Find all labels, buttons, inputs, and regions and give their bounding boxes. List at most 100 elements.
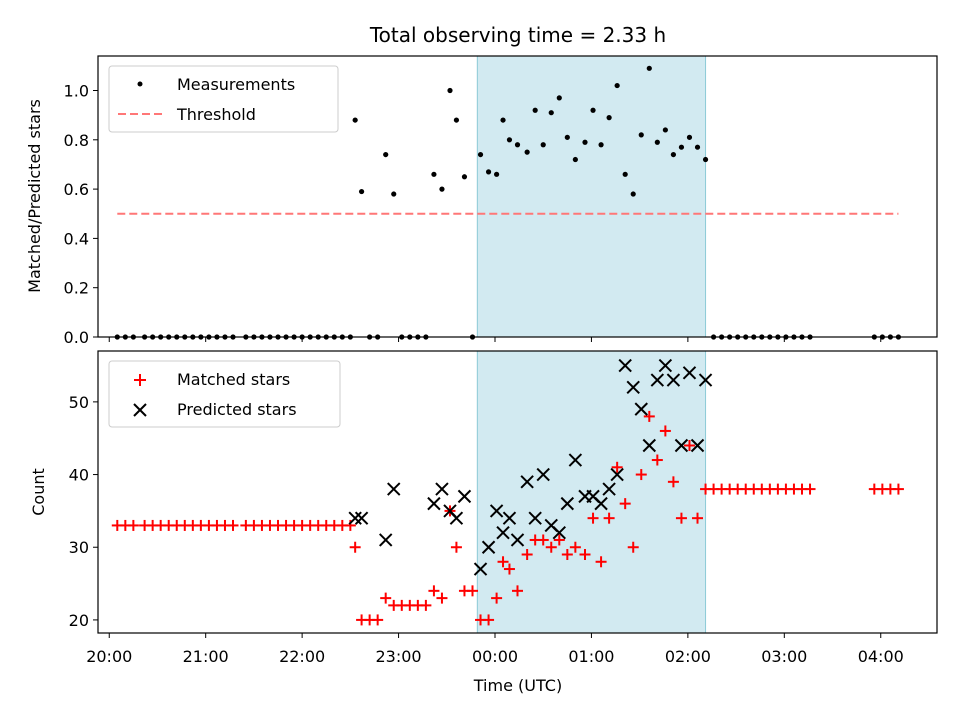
predicted-point bbox=[449, 511, 464, 525]
measurement-point bbox=[358, 188, 365, 195]
measurement-point bbox=[590, 107, 596, 113]
matched-point bbox=[804, 483, 816, 495]
measurement-point bbox=[506, 137, 513, 143]
matched-point bbox=[692, 512, 704, 524]
measurement-point bbox=[572, 156, 578, 163]
predicted-point bbox=[378, 533, 393, 547]
matched-point bbox=[553, 534, 565, 546]
predicted-point bbox=[528, 511, 542, 525]
predicted-point bbox=[552, 525, 566, 540]
matched-point bbox=[892, 483, 904, 495]
top-legend: Measurements Threshold bbox=[108, 65, 339, 133]
top-y-axis-label: Matched/Predicted stars bbox=[25, 99, 44, 293]
measurement-point bbox=[564, 134, 570, 140]
y-tick-label: 0.6 bbox=[64, 180, 89, 199]
measurement-point bbox=[453, 117, 460, 123]
measurement-point bbox=[383, 151, 389, 158]
y-tick-label: 40 bbox=[69, 466, 89, 485]
predicted-point bbox=[618, 358, 632, 373]
legend-marker-predicted bbox=[133, 403, 147, 417]
predicted-point bbox=[642, 438, 657, 453]
bottom-y-axis-label: Count bbox=[29, 468, 48, 516]
matched-point bbox=[450, 541, 462, 553]
measurement-point bbox=[614, 82, 620, 89]
legend-marker-matched bbox=[134, 374, 146, 386]
predicted-point bbox=[626, 380, 640, 395]
x-tick-label: 22:00 bbox=[279, 647, 325, 666]
bottom-axes-frame bbox=[97, 350, 938, 634]
x-tick-label: 04:00 bbox=[858, 647, 904, 666]
matched-point bbox=[595, 556, 607, 568]
matched-point bbox=[675, 512, 687, 524]
matched-point bbox=[667, 476, 679, 488]
matched-point bbox=[521, 549, 533, 561]
predicted-point bbox=[435, 482, 449, 496]
top-legend-box bbox=[108, 65, 339, 133]
measurement-point bbox=[447, 87, 453, 94]
predicted-point bbox=[658, 358, 673, 373]
predicted-point bbox=[502, 511, 517, 525]
top-axes-frame bbox=[97, 55, 938, 338]
y-tick-label: 1.0 bbox=[64, 82, 89, 101]
top-panel: 0.0 0.2 0.4 0.6 0.8 1.0 Matched/Predicted sta… bbox=[25, 55, 938, 347]
matched-point bbox=[619, 498, 631, 510]
x-tick-label: 02:00 bbox=[665, 647, 711, 666]
bottom-legend-box bbox=[108, 360, 341, 428]
matched-point bbox=[537, 534, 549, 546]
top-axes: 0.0 0.2 0.4 0.6 0.8 1.0 bbox=[64, 82, 882, 347]
predicted-point bbox=[520, 475, 534, 489]
matched-point bbox=[635, 469, 647, 481]
predicted-point bbox=[610, 467, 624, 482]
matched-point bbox=[561, 549, 573, 561]
bottom-legend: Matched stars Predicted stars bbox=[108, 360, 341, 428]
predicted-point bbox=[690, 438, 705, 453]
x-tick-label: 00:00 bbox=[472, 647, 518, 666]
matched-point bbox=[497, 556, 509, 568]
predicted-point bbox=[387, 482, 401, 496]
legend-label-predicted: Predicted stars bbox=[177, 400, 297, 419]
chart-title: Total observing time = 2.33 h bbox=[369, 23, 666, 47]
matched-point bbox=[420, 599, 432, 611]
matched-point bbox=[483, 614, 495, 626]
y-tick-label: 30 bbox=[69, 538, 89, 557]
matched-point bbox=[579, 549, 591, 561]
predicted-point bbox=[650, 373, 665, 387]
matched-point bbox=[611, 461, 623, 473]
predicted-point bbox=[634, 402, 648, 416]
matched-point bbox=[603, 512, 615, 524]
measurement-point bbox=[352, 117, 358, 123]
matched-point bbox=[491, 592, 503, 604]
x-axis-label: Time (UTC) bbox=[473, 676, 562, 695]
predicted-point bbox=[536, 467, 550, 482]
predicted-point bbox=[698, 373, 713, 387]
predicted-point bbox=[510, 533, 525, 547]
x-tick-label: 23:00 bbox=[376, 647, 422, 666]
measurement-point bbox=[582, 139, 588, 145]
predicted-point bbox=[594, 496, 608, 511]
x-tick-label: 21:00 bbox=[183, 647, 229, 666]
measurement-point bbox=[670, 151, 677, 158]
measurement-point bbox=[556, 95, 562, 101]
predicted-point bbox=[473, 562, 488, 576]
legend-label-threshold: Threshold bbox=[176, 105, 256, 124]
measurement-point bbox=[494, 171, 500, 177]
measurement-point bbox=[431, 171, 437, 177]
matched-point bbox=[127, 519, 139, 531]
matched-point bbox=[380, 592, 392, 604]
predicted-point bbox=[602, 482, 616, 496]
measurement-point bbox=[548, 110, 554, 116]
matched-point bbox=[349, 541, 361, 553]
measurement-point bbox=[461, 174, 468, 180]
predicted-point bbox=[457, 489, 472, 504]
matched-point bbox=[512, 585, 523, 597]
x-tick-label: 20:00 bbox=[86, 647, 132, 666]
matched-point bbox=[683, 439, 695, 451]
predicted-point bbox=[348, 511, 362, 525]
top-highlight-span bbox=[476, 55, 707, 338]
measurement-point bbox=[622, 171, 628, 177]
predicted-point bbox=[489, 504, 504, 518]
measurement-point bbox=[477, 151, 484, 158]
predicted-point bbox=[666, 373, 681, 387]
